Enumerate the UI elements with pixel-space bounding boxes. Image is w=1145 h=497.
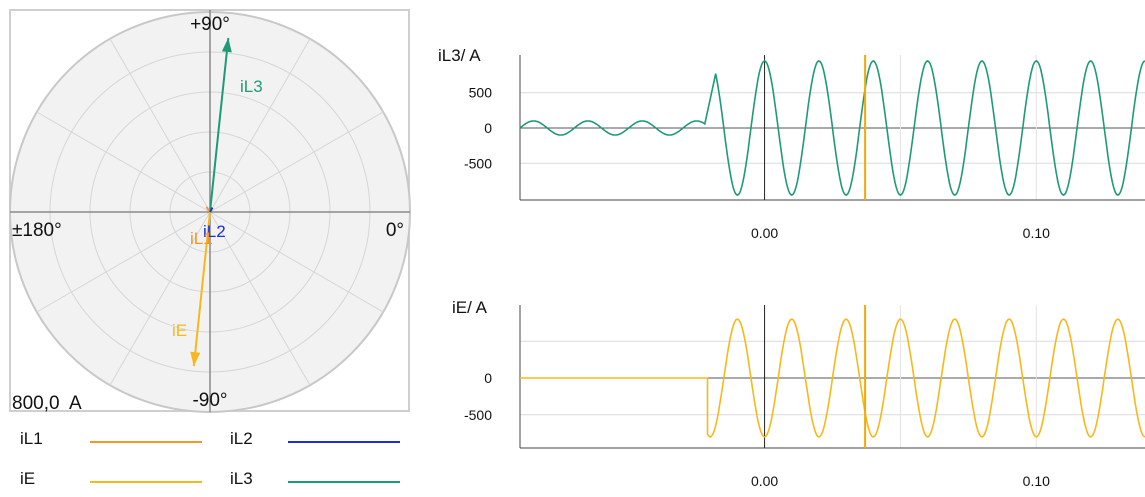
polar-spoke xyxy=(36,211,211,313)
legend-line-iL3 xyxy=(288,481,400,483)
y-axis-label-iL3: iL3/ A xyxy=(438,46,481,65)
x-tick-label: 0.10 xyxy=(1023,225,1050,241)
phasor-iE xyxy=(192,211,211,367)
phasor-iL2 xyxy=(209,207,214,213)
legend: iL1 iL2 iE iL3 xyxy=(0,420,420,497)
phasor-arrowhead-iE xyxy=(190,351,201,367)
phasor-label-iL3: iL3 xyxy=(240,77,263,96)
phasor-iL3 xyxy=(209,37,230,213)
phasor-label-iL1: iL1 xyxy=(190,229,213,248)
label-180: ±180° xyxy=(12,220,62,241)
legend-line-iE xyxy=(90,481,202,483)
legend-label-iL2: iL2 xyxy=(230,429,253,448)
phasor-label-iE: iE xyxy=(172,321,187,340)
legend-label-iE: iE xyxy=(20,469,36,488)
label-0: 0° xyxy=(386,220,404,241)
y-tick-label: 0 xyxy=(484,120,492,136)
polar-spoke xyxy=(109,211,211,386)
label-minus-90: -90° xyxy=(192,390,227,411)
polar-spoke xyxy=(209,38,311,213)
phasor-arrowhead-iL3 xyxy=(221,37,232,53)
polar-spoke xyxy=(209,111,384,213)
phasor-diagram: +90° -90° ±180° 0° 800,0 A iL3 iL2 iL1 i… xyxy=(9,9,411,414)
polar-spoke xyxy=(209,211,311,386)
phasor-label-iL2: iL2 xyxy=(203,222,226,241)
waveform-chart-iE: iE/ A 0 -500 0.00 0.10 xyxy=(452,298,1145,489)
legend-line-iL1 xyxy=(90,441,202,443)
x-tick-label: 0.10 xyxy=(1023,473,1050,489)
label-plus-90: +90° xyxy=(190,14,230,35)
y-tick-label: -500 xyxy=(464,155,492,171)
x-tick-label: 0.00 xyxy=(751,225,778,241)
y-tick-label: 0 xyxy=(484,370,492,386)
legend-line-iL2 xyxy=(288,441,400,443)
y-tick-label: -500 xyxy=(464,407,492,423)
legend-label-iL3: iL3 xyxy=(230,469,253,488)
scale-label: 800,0 A xyxy=(12,393,82,414)
series-line-iE xyxy=(520,318,1145,438)
waveform-chart-iL3: iL3/ A 500 0 -500 0.00 0.10 xyxy=(438,46,1145,241)
polar-spoke xyxy=(209,211,384,313)
phasor-arrows xyxy=(190,37,232,367)
y-axis-label-iE: iE/ A xyxy=(452,298,488,317)
polar-spoke xyxy=(109,38,211,213)
series-line-iL3 xyxy=(519,59,1145,197)
x-tick-label: 0.00 xyxy=(751,473,778,489)
polar-spoke xyxy=(36,111,211,213)
legend-label-iL1: iL1 xyxy=(20,429,43,448)
y-tick-label: 500 xyxy=(469,85,493,101)
